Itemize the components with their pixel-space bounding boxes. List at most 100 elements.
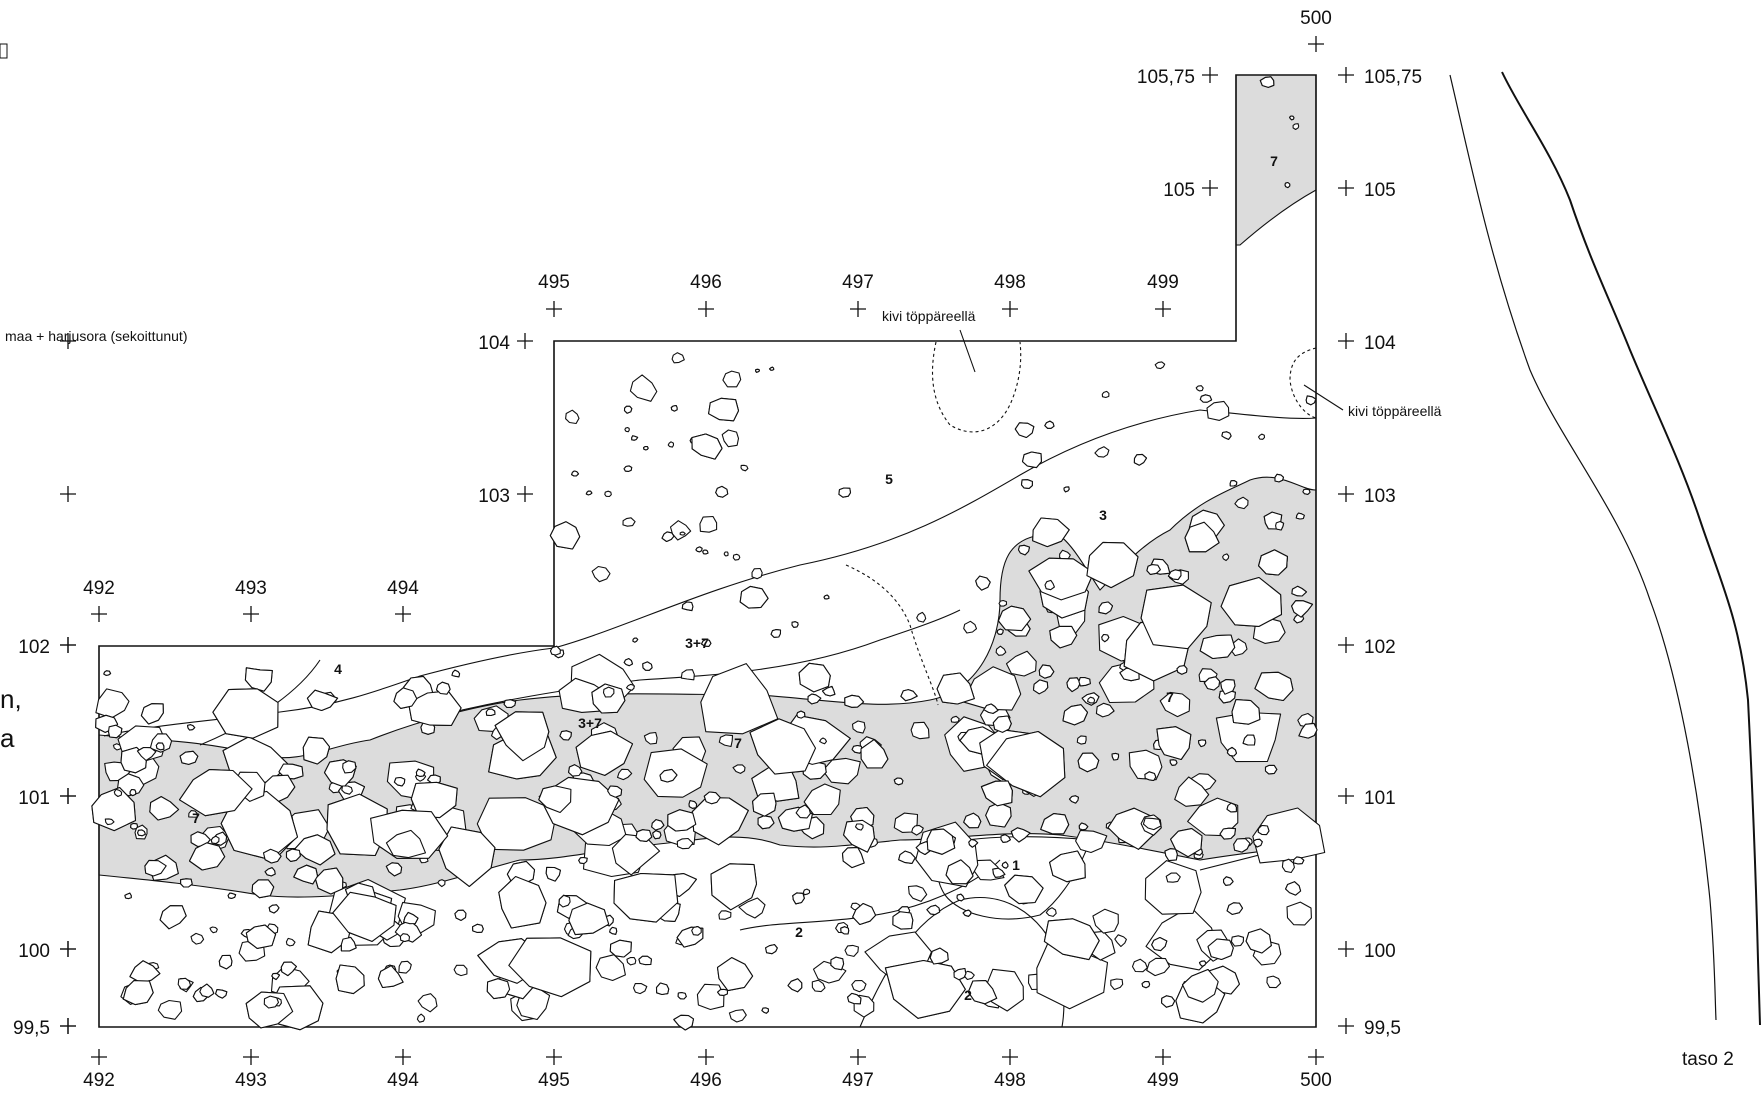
grid-cross: [1338, 637, 1354, 653]
stone: [655, 982, 670, 996]
stone: [968, 838, 979, 848]
stone: [302, 736, 331, 765]
stone: [751, 567, 763, 580]
grid-cross: [1308, 1049, 1324, 1065]
stone: [611, 833, 661, 876]
stone: [136, 746, 157, 762]
stone: [1144, 771, 1157, 782]
tick-left-100: 100: [18, 941, 50, 962]
stone: [1131, 958, 1148, 973]
stone: [1295, 512, 1305, 520]
stone: [129, 788, 137, 797]
stone: [1257, 433, 1266, 440]
stone: [953, 967, 967, 981]
stone: [700, 663, 779, 735]
stone: [130, 822, 139, 830]
tick-left-104: 104: [478, 333, 510, 354]
stone: [549, 645, 561, 656]
stone: [124, 892, 132, 900]
layer-label-1: 1: [1012, 857, 1020, 873]
stones-layer: [91, 76, 1326, 1031]
stone: [623, 658, 634, 667]
stone: [1049, 625, 1078, 649]
grid-cross: [1155, 1049, 1171, 1065]
tick-right-100: 100: [1364, 941, 1396, 962]
stone: [1004, 874, 1044, 905]
stone: [710, 863, 758, 911]
layer-labels: 7 5 3 4 3+7 3+7 7 7 7 1 2 2: [192, 153, 1278, 1003]
stone: [691, 926, 702, 936]
grid-cross: [1202, 67, 1218, 83]
axis-left-y: 99,5 100 101 102 103 104 105 105,75: [13, 67, 1195, 1039]
stone: [190, 932, 205, 945]
stone: [1230, 935, 1245, 947]
stone: [1203, 676, 1221, 691]
stone: [796, 710, 806, 719]
stone: [1038, 664, 1055, 679]
stone: [340, 936, 357, 952]
stone: [1021, 451, 1042, 469]
stone: [1174, 776, 1210, 807]
stone: [1226, 746, 1238, 757]
stone: [1199, 634, 1236, 660]
stone: [1181, 968, 1219, 1003]
stone: [1231, 699, 1261, 725]
stone: [1302, 488, 1311, 495]
stone: [677, 992, 687, 1000]
stone: [1305, 395, 1317, 406]
stone: [1229, 480, 1238, 487]
stone: [992, 715, 1012, 733]
stone: [723, 551, 729, 557]
stone: [210, 835, 220, 845]
stone: [1286, 901, 1312, 926]
stone: [332, 891, 397, 942]
profile-line-lower: [1449, 74, 1717, 1021]
tick-up-496: 496: [690, 272, 722, 293]
stone: [1291, 600, 1314, 618]
stone: [688, 800, 698, 809]
stone: [963, 812, 982, 829]
grid-cross: [698, 301, 714, 317]
stone: [595, 954, 626, 982]
stone: [1098, 601, 1114, 615]
tick-x-500: 500: [1300, 1070, 1332, 1091]
stone: [1010, 827, 1031, 843]
profile-line-upper: [1501, 71, 1761, 1026]
stone: [819, 737, 828, 745]
stone: [1101, 390, 1110, 399]
stone: [508, 937, 592, 998]
stone: [701, 638, 712, 647]
stone: [936, 672, 975, 705]
stone: [1107, 807, 1156, 850]
stone: [1043, 918, 1100, 961]
stone: [950, 715, 960, 723]
stone: [1142, 817, 1162, 831]
stone: [385, 862, 403, 877]
grid-cross: [60, 486, 76, 502]
grid-cross: [1202, 180, 1218, 196]
grid-cross: [395, 1049, 411, 1065]
tick-left-105-75: 105,75: [1137, 67, 1195, 88]
stone: [403, 911, 419, 925]
stone: [1044, 579, 1055, 591]
stone: [1170, 828, 1203, 858]
stone: [643, 445, 649, 451]
stone: [1266, 975, 1282, 989]
stone: [749, 718, 817, 775]
stone: [144, 859, 167, 877]
stone: [718, 910, 732, 920]
stone: [661, 531, 675, 543]
stone: [791, 621, 799, 628]
stone: [854, 823, 864, 831]
tick-x-494: 494: [387, 1070, 419, 1091]
stone: [1133, 453, 1148, 466]
stone: [341, 785, 353, 795]
stone: [155, 742, 165, 751]
legend-fragment: maa + harjusora (sekoittunut): [5, 328, 187, 344]
stone: [1049, 850, 1086, 883]
cut-text-2: a: [0, 723, 15, 753]
stone: [907, 885, 928, 902]
stone: [1184, 521, 1220, 553]
stone: [398, 960, 412, 974]
grid-cross: [1338, 941, 1354, 957]
